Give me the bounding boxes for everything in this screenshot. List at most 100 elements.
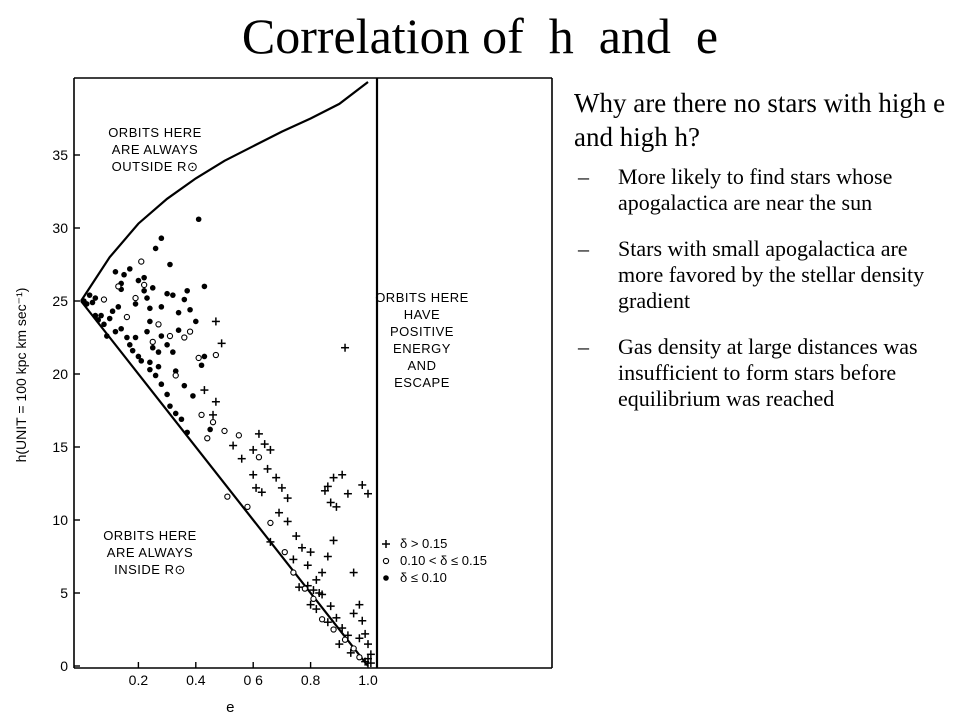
data-point-plus (355, 600, 364, 609)
data-point-filled (106, 315, 113, 322)
data-point-filled (152, 245, 159, 252)
data-point-open (166, 332, 174, 340)
region-label-outside: ORBITS HERE (108, 125, 202, 140)
data-point-plus (217, 339, 226, 348)
data-point-filled (144, 328, 150, 335)
data-point-plus (277, 483, 286, 492)
scatter-chart: ORBITS HERE ARE ALWAYS OUTSIDE R⊙ ORBITS HE… (13, 77, 553, 716)
y-tick-label: 35 (52, 147, 68, 163)
data-point-filled (126, 342, 133, 348)
data-point-plus (229, 441, 238, 450)
chart-legend: δ > 0.15 0.10 < δ ≤ 0.15 δ ≤ 0.10 (382, 536, 487, 585)
data-point-open (209, 419, 217, 426)
data-point-open (195, 354, 202, 362)
data-point-plus (346, 648, 355, 657)
data-point-plus (332, 613, 341, 622)
data-point-plus (355, 634, 364, 643)
data-point-filled (147, 318, 153, 325)
region-label-escape: ESCAPE (394, 375, 450, 390)
data-point-open (204, 435, 211, 442)
data-point-filled (149, 285, 156, 291)
data-point-plus (349, 568, 358, 577)
data-point-plus (326, 498, 335, 507)
data-point-plus (361, 657, 370, 666)
y-tick-label: 15 (52, 439, 68, 455)
chart-boundaries (80, 78, 379, 668)
data-point-plus (341, 343, 350, 352)
bullet-item: – More likely to find stars whose apogala… (574, 164, 954, 216)
data-point-filled (201, 283, 208, 290)
data-point-open (330, 626, 337, 633)
y-axis-label: h(UNIT = 100 kpc km sec⁻¹) (13, 288, 29, 463)
data-point-filled (138, 358, 145, 364)
data-point-plus (237, 454, 246, 463)
data-point-filled (152, 372, 159, 379)
data-point-plus (366, 659, 375, 668)
data-point-open (310, 595, 317, 602)
region-label-escape: ENERGY (393, 341, 451, 356)
data-point-open (138, 258, 145, 265)
data-point-filled (187, 306, 193, 313)
data-point-filled (172, 410, 179, 417)
data-point-open (281, 548, 288, 556)
data-point-open (155, 321, 162, 328)
slide-title: Correlation of h and e (241, 8, 719, 64)
data-point-filled (198, 362, 205, 369)
legend-label: δ ≤ 0.10 (400, 570, 447, 585)
data-point-plus (318, 568, 327, 577)
y-tick-label: 25 (52, 293, 68, 309)
data-point-filled (109, 308, 116, 315)
data-point-open (244, 503, 251, 511)
data-point-plus (323, 482, 332, 491)
data-point-filled (144, 295, 150, 301)
data-point-plus (332, 502, 341, 511)
data-point-filled (181, 296, 188, 303)
data-point-filled (135, 353, 142, 360)
bullet-text: More likely to find stars whose apogalac… (618, 164, 893, 215)
x-tick-label: 0.8 (301, 672, 321, 688)
data-point-plus (211, 397, 220, 406)
bullet-item: – Stars with small apogalactica are more … (574, 236, 954, 314)
data-point-plus (343, 631, 352, 640)
data-point-plus (364, 640, 372, 649)
data-point-filled (149, 344, 156, 351)
region-label-outside: ARE ALWAYS (112, 142, 198, 157)
data-point-plus (272, 473, 281, 482)
data-point-filled (158, 381, 165, 388)
data-point-plus (260, 440, 269, 449)
region-label-escape: HAVE (404, 307, 440, 322)
region-label-escape: POSITIVE (390, 324, 454, 339)
bullet-list: – More likely to find stars whose apogala… (574, 164, 954, 412)
data-point-open (235, 432, 242, 439)
data-point-open (382, 557, 390, 565)
data-point-open (100, 296, 108, 303)
bullet-dash: – (578, 236, 589, 261)
data-point-open (198, 411, 205, 419)
lower-boundary-line (80, 300, 369, 667)
data-point-open (290, 569, 297, 576)
data-point-filled (101, 321, 107, 328)
region-label-inside: ORBITS HERE (103, 528, 197, 543)
region-label-inside: ARE ALWAYS (107, 545, 193, 560)
chart-marks (81, 216, 375, 668)
x-axis-label: e (226, 699, 234, 716)
data-point-filled (115, 304, 122, 310)
x-tick-label: 0.4 (186, 672, 206, 688)
data-point-plus (315, 589, 324, 597)
data-point-plus (252, 483, 261, 492)
data-point-open (350, 645, 357, 652)
data-point-plus (249, 445, 258, 454)
data-point-plus (382, 540, 390, 548)
data-point-filled (135, 277, 142, 284)
x-tick-label: 0 6 (243, 672, 263, 688)
data-point-open (123, 313, 131, 321)
data-point-plus (323, 618, 332, 627)
data-point-plus (361, 629, 370, 638)
y-tick-label: 10 (52, 512, 68, 528)
data-point-filled (175, 327, 182, 334)
data-point-filled (141, 274, 147, 281)
data-point-plus (209, 410, 218, 419)
data-point-plus (257, 488, 266, 497)
data-point-plus (338, 624, 347, 633)
data-point-open (255, 454, 263, 461)
